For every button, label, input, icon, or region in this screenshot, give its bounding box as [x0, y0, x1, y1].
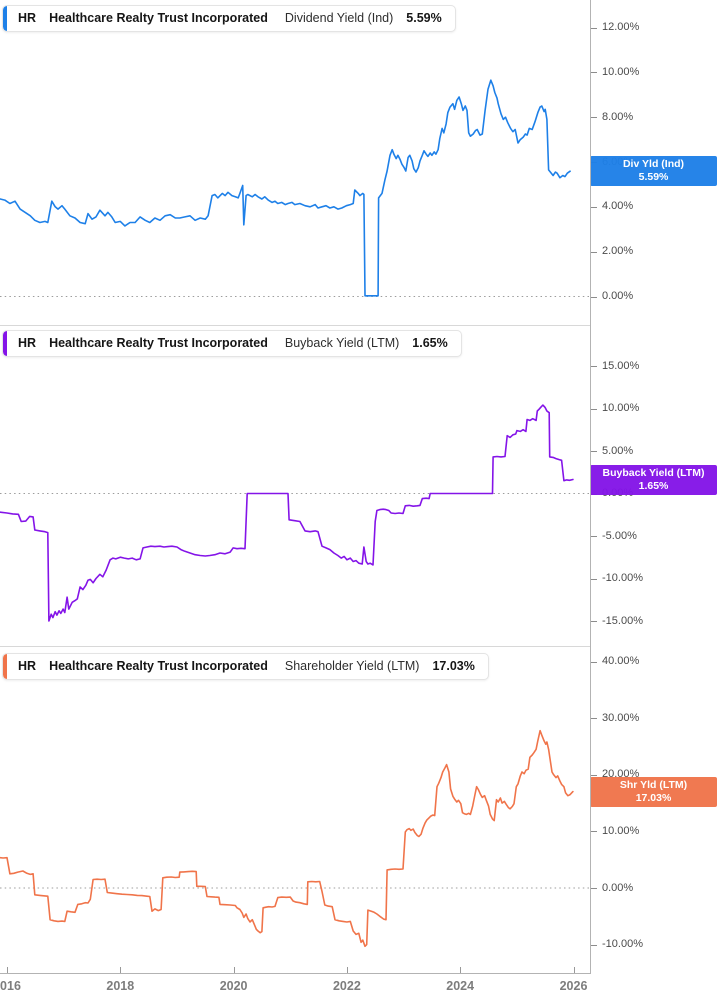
- y-tick-mark: [590, 888, 597, 889]
- x-tick-mark: [120, 967, 122, 973]
- y-tick-label: 0.00%: [602, 290, 634, 302]
- y-tick-label: 30.00%: [602, 711, 640, 724]
- legend-chip-dividend-yield[interactable]: HR Healthcare Realty Trust Incorporated …: [2, 5, 456, 32]
- metric-label: Shareholder Yield (LTM): [284, 659, 420, 673]
- x-tick-label: 2024: [446, 979, 475, 993]
- y-tick-label: 8.00%: [602, 110, 634, 123]
- panel-buyback-yield[interactable]: 15.00%10.00%5.00%0.00%-5.00%-10.00%-15.0…: [0, 325, 717, 646]
- y-tick-label: -15.00%: [602, 614, 643, 627]
- x-axis-line: [0, 973, 591, 974]
- x-tick-mark: [233, 967, 235, 973]
- y-tick-label: -10.00%: [602, 938, 643, 951]
- flag-metric-value: 17.03%: [635, 791, 672, 804]
- y-tick-mark: [590, 536, 597, 537]
- flag-metric-name: Shr Yld (LTM): [619, 778, 688, 791]
- x-tick-label: 2016: [0, 979, 21, 993]
- legend-chip-shareholder-yield[interactable]: HR Healthcare Realty Trust Incorporated …: [2, 653, 489, 680]
- ticker-label: HR: [18, 11, 37, 25]
- panel-separator: [0, 646, 590, 647]
- y-tick-label: 5.00%: [602, 444, 634, 457]
- y-tick-label: -10.00%: [602, 572, 643, 584]
- metric-label: Buyback Yield (LTM): [284, 336, 400, 350]
- y-tick-mark: [590, 206, 597, 208]
- x-tick-label: 2026: [559, 979, 588, 993]
- metric-value-label: 1.65%: [412, 336, 448, 350]
- x-tick-label: 2022: [332, 979, 361, 993]
- y-tick-label: 10.00%: [602, 65, 640, 78]
- y-tick-label: 40.00%: [602, 655, 640, 668]
- metric-label: Dividend Yield (Ind): [284, 11, 394, 25]
- y-tick-mark: [590, 621, 597, 622]
- company-name-label: Healthcare Realty Trust Incorporated: [49, 336, 268, 350]
- x-tick-label: 2018: [106, 979, 135, 993]
- metric-value-label: 17.03%: [432, 659, 475, 673]
- legend-chip-buyback-yield[interactable]: HR Healthcare Realty Trust Incorporated …: [2, 330, 462, 357]
- y-tick-label: 4.00%: [602, 200, 634, 213]
- last-value-flag-shareholder-yield: Shr Yld (LTM) 17.03%: [590, 776, 717, 807]
- panel-shareholder-yield[interactable]: 40.00% 30.00% 20.00% 10.00% 0.00% -10.00% HR …: [0, 646, 717, 973]
- series-color-bar: [3, 654, 7, 679]
- series-color-bar: [3, 331, 7, 356]
- y-tick-mark: [590, 774, 597, 776]
- shareholder-yield-line-chart: [0, 729, 590, 948]
- flag-metric-value: 1.65%: [638, 479, 669, 492]
- y-tick-label: 10.00%: [602, 402, 640, 414]
- x-tick-mark: [7, 967, 8, 973]
- y-tick-mark: [590, 72, 597, 74]
- flag-metric-name: Buyback Yield (LTM): [602, 466, 705, 479]
- y-tick-label: 15.00%: [602, 359, 640, 372]
- y-tick-label: 0.00%: [602, 881, 634, 894]
- y-tick-mark: [590, 27, 597, 29]
- x-tick-mark: [573, 967, 575, 973]
- flag-metric-name: Div Yld (Ind): [622, 158, 685, 171]
- y-tick-mark: [590, 408, 597, 410]
- company-name-label: Healthcare Realty Trust Incorporated: [49, 659, 268, 673]
- ticker-label: HR: [18, 336, 37, 350]
- flag-metric-value: 5.59%: [638, 171, 669, 184]
- last-value-flag-buyback-yield: Buyback Yield (LTM) 1.65%: [590, 464, 717, 495]
- y-tick-mark: [590, 578, 597, 580]
- x-tick-mark: [460, 967, 462, 973]
- panel-separator: [0, 325, 590, 326]
- buyback-yield-line-chart: [0, 404, 590, 622]
- company-name-label: Healthcare Realty Trust Incorporated: [49, 11, 268, 25]
- y-tick-mark: [590, 451, 597, 452]
- panel-dividend-yield[interactable]: 12.00%10.00%8.00%6.00%4.00%2.00%0.00% HR…: [0, 0, 717, 325]
- x-tick-mark: [346, 967, 348, 973]
- x-tick-label: 2020: [219, 979, 248, 993]
- y-tick-mark: [590, 944, 597, 946]
- y-tick-mark: [590, 366, 597, 367]
- y-tick-mark: [590, 296, 597, 298]
- metric-value-label: 5.59%: [406, 11, 442, 25]
- last-value-flag-dividend-yield: Div Yld (Ind) 5.59%: [590, 156, 717, 187]
- dividend-yield-line-chart: [0, 79, 590, 297]
- y-tick-label: 2.00%: [602, 245, 634, 258]
- y-axis-line: [590, 0, 591, 973]
- y-tick-mark: [590, 251, 597, 253]
- y-tick-label: -5.00%: [602, 529, 637, 542]
- y-tick-mark: [590, 718, 597, 720]
- y-tick-mark: [590, 831, 597, 833]
- series-color-bar: [3, 6, 7, 31]
- y-tick-label: 10.00%: [602, 824, 640, 837]
- y-tick-mark: [590, 661, 597, 663]
- y-tick-mark: [590, 117, 597, 119]
- y-tick-label: 12.00%: [602, 21, 640, 33]
- ticker-label: HR: [18, 659, 37, 673]
